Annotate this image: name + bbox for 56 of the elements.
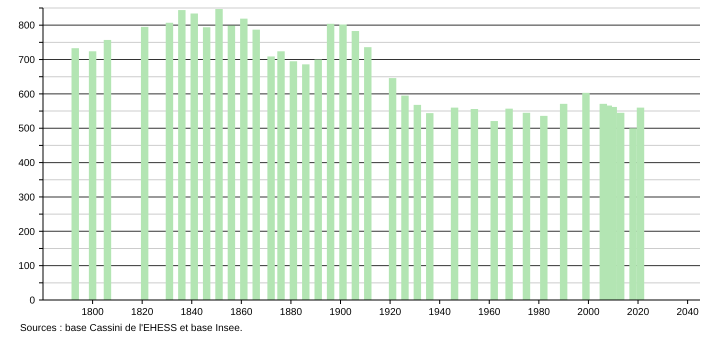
- bar: [190, 13, 198, 300]
- bar: [140, 26, 148, 300]
- bar: [401, 96, 409, 300]
- bar: [267, 56, 275, 300]
- x-tick-label: 1960: [478, 307, 501, 318]
- bar: [352, 31, 360, 300]
- x-tick-label: 2020: [626, 307, 650, 318]
- bar: [540, 116, 548, 300]
- bar: [215, 9, 223, 300]
- source-note: Sources : base Cassini de l'EHESS et base Insee.: [20, 323, 243, 334]
- y-tick-label: 500: [18, 124, 36, 135]
- y-tick-label: 400: [18, 158, 36, 170]
- bar: [104, 40, 112, 300]
- bar: [388, 78, 396, 300]
- bar: [490, 121, 498, 300]
- bar: [450, 108, 458, 300]
- bar: [339, 24, 347, 300]
- bar: [290, 61, 298, 300]
- y-tick-label: 0: [29, 296, 36, 306]
- bar: [364, 47, 372, 300]
- bar: [426, 113, 434, 300]
- x-tick-label: 1860: [230, 307, 253, 318]
- x-tick-label: 1920: [378, 307, 402, 318]
- x-tick-label: 1980: [528, 307, 550, 318]
- bar: [202, 27, 210, 300]
- x-tick-label: 1900: [329, 307, 352, 318]
- bar: [582, 92, 590, 300]
- bar: [414, 104, 422, 300]
- bar: [522, 112, 530, 300]
- y-tick-label: 700: [18, 55, 36, 66]
- bar: [326, 24, 334, 300]
- bar: [72, 48, 79, 300]
- y-tick-label: 800: [18, 20, 36, 32]
- x-tick-label: 2000: [577, 307, 600, 318]
- bar: [178, 10, 186, 300]
- x-tick-label: 1820: [131, 307, 154, 318]
- y-tick-label: 200: [18, 226, 36, 238]
- bar: [314, 60, 322, 300]
- y-tick-label: 600: [18, 89, 36, 100]
- y-tick-label: 300: [18, 192, 36, 204]
- bar: [560, 104, 568, 300]
- bar: [166, 22, 174, 300]
- bar: [302, 64, 310, 300]
- bar: [228, 26, 236, 300]
- x-tick-label: 1800: [81, 307, 104, 318]
- x-tick-label: 1880: [280, 307, 302, 318]
- x-tick-label: 2040: [676, 307, 700, 318]
- x-tick-label: 1940: [428, 307, 452, 318]
- bar: [505, 108, 513, 300]
- x-tick-label: 1840: [180, 307, 204, 318]
- y-tick-label: 100: [18, 261, 36, 272]
- bar: [88, 51, 96, 300]
- bar: [277, 51, 285, 300]
- bar: [240, 18, 248, 300]
- bar: [470, 109, 478, 300]
- bar: [252, 30, 260, 300]
